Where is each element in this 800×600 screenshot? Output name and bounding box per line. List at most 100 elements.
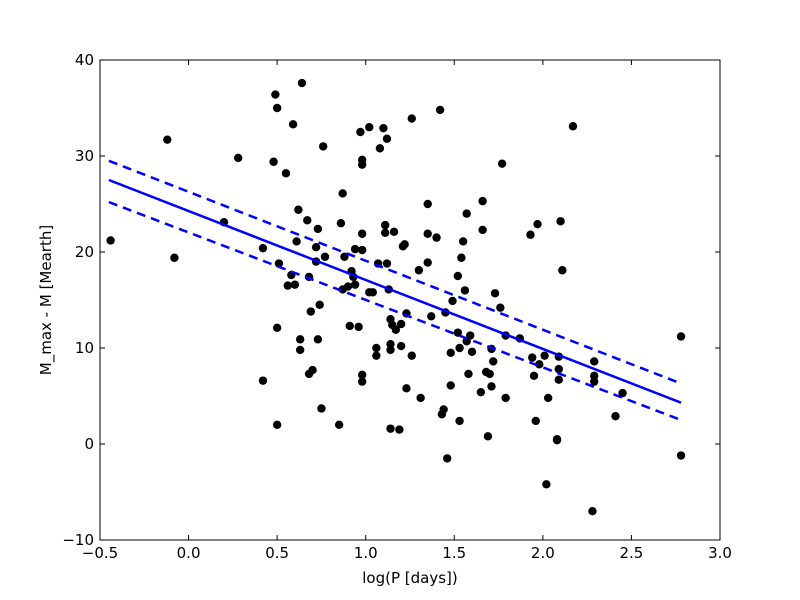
x-tick-label: 0.0 [177,544,201,562]
data-point [439,405,448,414]
y-tick-label: 0 [84,435,94,453]
data-point [443,454,452,463]
x-tick-label: 1.0 [354,544,378,562]
data-point [588,507,597,516]
data-point [365,123,374,132]
data-point [382,134,392,143]
data-point [478,225,487,235]
data-point [483,432,493,441]
data-point [308,365,317,375]
data-point [427,312,436,321]
data-point [354,322,363,332]
data-point [106,236,115,245]
data-point [292,237,301,246]
data-point [568,122,578,131]
data-point [357,245,367,255]
data-point [382,259,392,268]
data-point [271,90,280,99]
data-point [315,300,324,309]
confidence-lower-line [108,200,682,422]
data-point [458,237,468,246]
data-points [106,78,686,516]
data-point [272,323,282,333]
data-point [402,384,411,393]
data-point [357,160,367,169]
data-point [272,103,282,113]
data-point [290,280,300,289]
data-point [416,393,425,403]
data-point [372,343,381,353]
data-point [490,289,500,298]
data-point [281,169,291,178]
data-point [350,280,360,289]
data-point [372,351,381,360]
y-tick-label: 20 [75,243,94,261]
data-point [446,348,455,357]
x-tick-label: −0.5 [82,544,118,562]
data-point [381,220,390,230]
plot-frame [99,59,721,541]
data-point [489,357,498,366]
data-point [283,281,292,290]
axis-ticks: −0.5 0.0 0.5 1.0 1.5 2.0 2.5 3.0 −10 0 10 20 30 40 [62,51,732,562]
data-point [590,377,599,386]
data-point [540,351,549,360]
data-point [336,219,346,228]
data-point [386,339,395,349]
data-point [554,375,563,384]
data-point [414,266,424,275]
data-point [288,120,298,129]
data-point [356,127,365,137]
x-axis-label: log(P [days]) [362,569,458,587]
data-point [529,371,539,381]
data-point [407,351,416,360]
data-point [375,144,385,153]
data-point [496,303,505,312]
data-point [676,332,686,341]
data-point [446,381,455,390]
data-point [556,217,565,226]
data-point [313,224,323,234]
data-point [389,227,399,237]
data-point [618,388,627,398]
data-point [543,393,553,403]
data-point [590,357,599,366]
data-point [554,364,563,374]
data-point [320,252,330,261]
data-point [311,243,321,252]
data-point [334,420,344,429]
data-point [274,259,284,268]
data-point [526,230,535,239]
data-point [457,253,466,262]
data-point [455,416,464,426]
data-point [357,370,367,380]
data-point [453,271,463,281]
y-axis-label: M_max - M [Mearth] [37,225,56,375]
data-point [170,253,179,262]
data-point [258,243,268,253]
data-point [501,393,510,403]
data-point [432,233,441,242]
data-point [552,435,562,445]
data-point [338,189,347,198]
x-tick-label: 3.0 [708,544,732,562]
data-point [423,229,432,238]
data-point [343,282,353,291]
data-point [531,416,540,426]
data-point [487,382,496,391]
data-point [407,114,416,123]
data-point [306,307,315,316]
fit-line [108,178,682,404]
fit-lines [108,159,682,422]
data-point [676,451,686,460]
data-point [478,196,487,206]
x-tick-label: 0.5 [265,544,289,562]
y-tick-label: −10 [62,531,94,549]
data-point [357,229,367,238]
data-point [294,205,303,214]
data-point [319,142,328,151]
data-point [476,387,486,397]
data-point [455,343,464,353]
data-point [368,288,377,297]
